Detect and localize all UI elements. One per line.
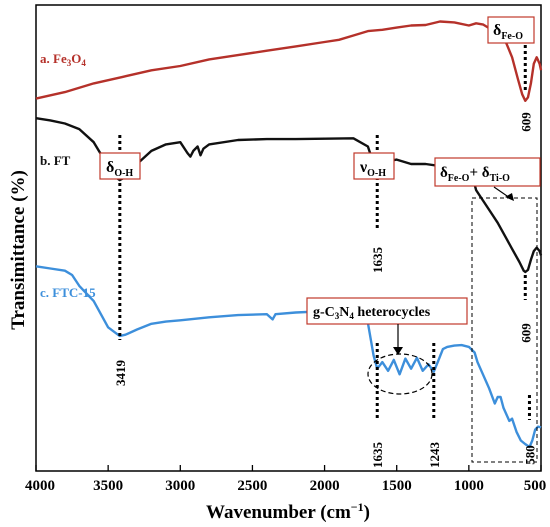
dashed-heterocycle-ellipse	[367, 353, 433, 395]
annotation-feo-tio: δFe-O+ δTi-O	[434, 157, 541, 187]
peak-label: 609	[518, 323, 533, 343]
peak-guides	[118, 45, 531, 420]
series-label-ftc15: c. FTC-15	[40, 285, 96, 300]
plot-frame	[35, 4, 542, 472]
x-axis-ticks: 4000 3500 3000 2500 2000 1500 1000 500	[25, 465, 546, 494]
y-axis-label: Transimittance (%)	[8, 170, 29, 330]
x-tick-label: 4000	[25, 478, 55, 494]
svg-text:g-C3N4 heterocycles: g-C3N4 heterocycles	[313, 305, 431, 321]
x-tick-label: 1000	[454, 478, 484, 494]
peak-label: 609	[518, 112, 533, 132]
x-tick-label: 1500	[382, 478, 412, 494]
series-line-0	[35, 20, 543, 102]
series-layer	[35, 20, 543, 449]
svg-text:νO-H: νO-H	[359, 159, 386, 179]
x-axis-label: Wavenumber (cm−1)	[206, 500, 370, 523]
svg-text:δO-H: δO-H	[106, 159, 133, 179]
peak-label: 580	[522, 445, 537, 465]
series-line-1	[35, 117, 543, 274]
peak-label: 3419	[113, 360, 128, 387]
peak-label: 1243	[427, 442, 442, 469]
series-label-ft: b. FT	[40, 153, 71, 168]
series-line-2	[35, 265, 542, 449]
annotation-nu-oh: νO-H	[353, 152, 395, 180]
annotation-delta-oh: δO-H	[99, 152, 141, 180]
svg-text:δFe-O: δFe-O	[493, 22, 523, 42]
peak-label: 1635	[370, 442, 385, 469]
x-tick-label: 2000	[310, 478, 340, 494]
x-tick-label: 500	[524, 478, 547, 494]
x-tick-label: 3000	[165, 478, 195, 494]
arrow-head-feo-tio	[505, 193, 514, 201]
x-tick-label: 2500	[237, 478, 267, 494]
x-tick-label: 3500	[93, 478, 123, 494]
svg-text:δFe-O+ δTi-O: δFe-O+ δTi-O	[440, 165, 510, 184]
arrow-head-heterocycles	[393, 347, 403, 355]
peak-label: 1635	[370, 247, 385, 274]
annotation-delta-feo: δFe-O	[487, 16, 535, 44]
peak-labels: 3419 1635 609 609 1635 1243 580	[113, 112, 538, 468]
series-label-fe3o4: a. Fe3O4	[40, 51, 86, 68]
dashed-region-box	[471, 197, 538, 463]
annotation-gcn-heterocycles: g-C3N4 heterocycles	[306, 297, 468, 325]
